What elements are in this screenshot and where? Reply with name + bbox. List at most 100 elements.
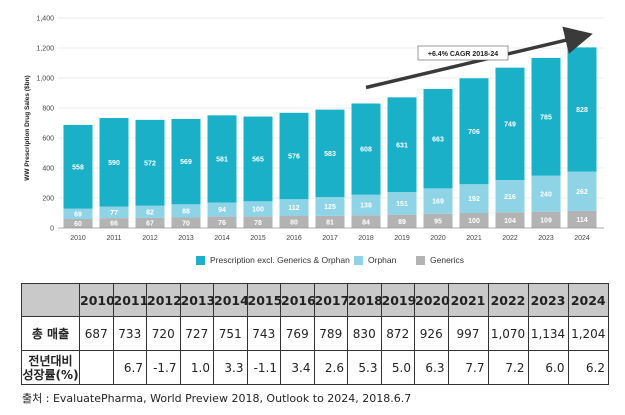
- table-cell: 789: [313, 316, 348, 351]
- bar-segment-generics: [495, 212, 525, 228]
- data-label-prescription: 581: [216, 157, 228, 164]
- data-label-generics: 89: [398, 219, 406, 226]
- y-tick-label: 400: [42, 166, 54, 173]
- legend-swatch-generics: [416, 255, 425, 265]
- bar-segment-generics: [135, 217, 165, 228]
- table-row: 총 매출 687 733 720 727 751 743 769 789 830 872 926 997…: [21, 316, 609, 351]
- table-header-year: 2012: [146, 283, 182, 317]
- bar-segment-orphan: [99, 206, 129, 219]
- bar-segment-prescription: [495, 67, 525, 180]
- y-tick-label: 1,200: [36, 46, 54, 53]
- data-label-generics: 109: [540, 217, 552, 224]
- bar-segment-prescription: [99, 118, 129, 207]
- table-cell: 1,070: [487, 316, 529, 351]
- data-label-orphan: 88: [182, 209, 190, 216]
- table-cell: 5.0: [380, 350, 415, 385]
- y-tick-label: 1,000: [36, 76, 54, 83]
- data-label-prescription: 631: [396, 142, 408, 149]
- legend-item-prescription: Prescription excl. Generics & Orphan: [196, 255, 350, 265]
- data-label-generics: 76: [218, 220, 226, 227]
- table-cell: 720: [146, 316, 181, 351]
- bar-segment-generics: [207, 216, 237, 228]
- bar-segment-orphan: [279, 199, 309, 216]
- x-tick-label: 2015: [250, 235, 266, 242]
- data-label-orphan: 94: [218, 207, 226, 214]
- y-axis-label: WW Prescription Drug Sales ($bn): [24, 75, 31, 180]
- y-tick-label: 0: [50, 226, 54, 233]
- table-header-year: 2018: [347, 283, 383, 317]
- bar-segment-orphan: [459, 184, 489, 213]
- table-cell: 6.3: [414, 350, 449, 385]
- table-header-year: 2019: [380, 283, 416, 317]
- bar-segment-orphan: [531, 175, 561, 212]
- bar-segment-orphan: [135, 205, 165, 218]
- data-label-prescription: 749: [504, 121, 516, 128]
- table-cell: [79, 350, 114, 385]
- data-label-prescription: 608: [360, 147, 372, 154]
- bar-segment-generics: [99, 218, 129, 228]
- bar-segment-orphan: [63, 208, 93, 219]
- data-label-generics: 84: [362, 219, 370, 226]
- table-row-label: 총 매출: [21, 316, 80, 351]
- table-header-year: 2010: [79, 283, 115, 317]
- data-label-orphan: 112: [288, 205, 299, 212]
- bar-segment-orphan: [243, 201, 273, 217]
- stacked-bar-chart: 0 200 400 600 800 1,000 1,200 1,400 WW Prescrip…: [24, 16, 604, 242]
- table-cell: 743: [246, 316, 281, 351]
- bar-segment-generics: [243, 216, 273, 228]
- chart-legend: Prescription excl. Generics & Orphan Orp…: [0, 251, 625, 269]
- cagr-label-box: [417, 45, 509, 61]
- data-label-prescription: 569: [180, 159, 192, 166]
- cagr-arrow: [365, 26, 593, 90]
- table-cell: 3.3: [213, 350, 248, 385]
- bar-segment-orphan: [351, 194, 381, 216]
- table-header-row: 2010 2011 2012 2013 2014 2015 2016 2017 2018 2019…: [21, 283, 609, 317]
- table-row-label-line: 전년대비: [28, 353, 73, 368]
- y-tick-label: 200: [42, 196, 54, 203]
- table-cell: 926: [414, 316, 449, 351]
- data-label-generics: 60: [74, 221, 82, 228]
- data-label-prescription: 572: [144, 160, 156, 167]
- bar-segment-prescription: [243, 116, 273, 202]
- table-cell: 751: [213, 316, 248, 351]
- table-corner-cell: [21, 283, 80, 317]
- bar-segment-prescription: [387, 97, 417, 192]
- bar-segment-generics: [459, 213, 489, 228]
- table-header-year: 2014: [213, 283, 249, 317]
- legend-label-orphan: Orphan: [368, 255, 397, 265]
- bar-segment-generics: [63, 219, 93, 228]
- table-header-year: 2013: [179, 283, 215, 317]
- table-cell: 1,134: [527, 316, 569, 351]
- bar-segment-prescription: [315, 109, 345, 198]
- legend-item-orphan: Orphan: [354, 255, 396, 265]
- bar-segment-generics: [531, 211, 561, 228]
- data-label-generics: 95: [434, 218, 442, 225]
- bar-segment-generics: [351, 215, 381, 228]
- table-header-year: 2015: [246, 283, 282, 317]
- bar-segment-prescription: [207, 115, 237, 203]
- y-tick-label: 800: [42, 106, 54, 113]
- bar-segment-generics: [279, 216, 309, 228]
- x-tick-label: 2017: [322, 235, 338, 242]
- data-label-generics: 80: [290, 220, 298, 227]
- legend-label-prescription: Prescription excl. Generics & Orphan: [210, 255, 350, 265]
- data-label-orphan: 169: [432, 199, 444, 206]
- bar-segment-prescription: [567, 47, 597, 172]
- source-note: 출처 : EvaluatePharma, World Preview 2018,…: [22, 392, 412, 405]
- bar-segment-prescription: [279, 112, 309, 200]
- table-cell: 872: [380, 316, 415, 351]
- table-cell: 830: [347, 316, 382, 351]
- table-header-year: 2017: [313, 283, 349, 317]
- x-tick-label: 2011: [106, 235, 121, 242]
- x-tick-label: 2010: [70, 235, 86, 242]
- data-label-generics: 114: [576, 217, 587, 224]
- table-cell: 6.0: [527, 350, 569, 385]
- x-tick-label: 2023: [538, 235, 554, 242]
- bar-segment-generics: [171, 217, 201, 228]
- data-label-prescription: 583: [324, 151, 336, 158]
- table-cell: 3.4: [280, 350, 315, 385]
- data-label-prescription: 828: [576, 107, 588, 114]
- data-label-generics: 100: [468, 218, 480, 225]
- legend-label-generics: Generics: [430, 255, 465, 265]
- bar-segment-generics: [315, 215, 345, 228]
